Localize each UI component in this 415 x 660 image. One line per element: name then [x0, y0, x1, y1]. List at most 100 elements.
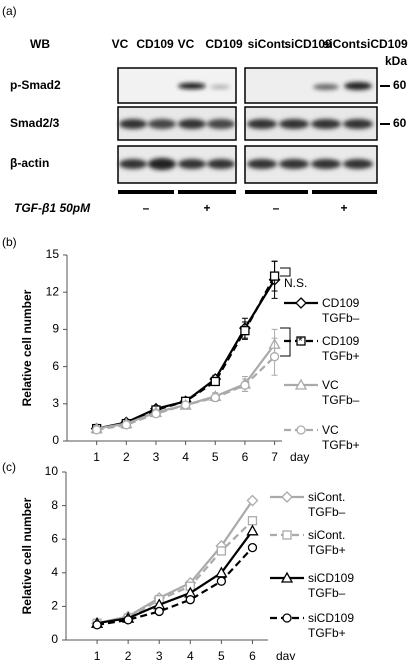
legend-marker	[282, 530, 292, 540]
marker	[247, 542, 258, 553]
size-label: 60	[393, 116, 407, 130]
annotation: *	[298, 334, 303, 348]
y-tick-label: 6	[52, 359, 59, 373]
lane-label: siCD109	[284, 37, 332, 51]
lane-label: siCont.	[323, 37, 364, 51]
y-axis-label: Relative cell number	[20, 289, 34, 406]
series-line	[96, 355, 276, 431]
marker	[269, 352, 280, 362]
blot-images	[117, 67, 378, 184]
row-label: Smad2/3	[10, 116, 60, 130]
row-label: p-Smad2	[10, 78, 61, 92]
treatment-level: +	[340, 201, 347, 215]
group-bar	[245, 190, 308, 194]
legend-marker	[282, 613, 292, 623]
marker	[92, 425, 102, 435]
treatment-level: –	[143, 201, 150, 215]
panel-label: (b)	[2, 235, 17, 249]
legend-label: CD109 TGFb+	[322, 334, 360, 363]
marker	[269, 271, 280, 281]
y-tick-label: 6	[51, 531, 58, 545]
bands	[119, 82, 373, 170]
lane-label: siCont.	[248, 37, 289, 51]
x-tick-label: 1	[94, 649, 101, 660]
marker	[246, 524, 259, 536]
lane-label: VC	[178, 37, 195, 51]
marker	[246, 494, 259, 507]
x-tick-label: 5	[212, 450, 219, 464]
annotation: N.S.	[284, 276, 307, 290]
legend-label: CD109 TGFb–	[322, 296, 360, 325]
x-axis-label: day	[290, 450, 309, 464]
y-tick-label: 8	[51, 498, 58, 512]
legend-label: VC TGFb–	[322, 378, 360, 407]
y-tick-label: 0	[52, 433, 59, 447]
y-tick-label: 4	[51, 565, 58, 579]
y-tick-label: 2	[51, 599, 58, 613]
legend-marker	[294, 378, 308, 390]
blot-panel: (a) WB VC CD109 VC CD109 siCont. siCD109…	[2, 4, 408, 215]
marker	[240, 325, 250, 336]
marker	[121, 420, 131, 430]
y-tick-label: 10	[45, 464, 59, 478]
legend-label: siCD109 TGFb+	[308, 611, 355, 640]
x-tick-label: 3	[156, 649, 163, 660]
marker	[210, 392, 220, 403]
y-tick-label: 15	[46, 247, 60, 261]
series-line	[96, 530, 254, 625]
x-tick-label: 2	[125, 649, 132, 660]
x-tick-label: 7	[271, 450, 278, 464]
x-tick-label: 2	[123, 450, 130, 464]
x-tick-label: 3	[153, 450, 160, 464]
y-tick-label: 12	[46, 284, 60, 298]
marker	[180, 400, 191, 410]
treatment-level: –	[273, 201, 280, 215]
marker	[210, 376, 220, 387]
unit: kDa	[385, 54, 407, 68]
legend-marker	[296, 425, 306, 435]
treatment-label: TGF-β1 50pM	[14, 201, 91, 215]
legend-label: siCont. TGFb–	[308, 490, 346, 519]
marker	[185, 595, 195, 605]
marker	[216, 576, 227, 586]
panel-label: (c)	[2, 460, 16, 474]
series-line	[96, 499, 254, 625]
x-tick-label: 5	[218, 649, 225, 660]
panel-label: (a)	[2, 4, 17, 18]
x-axis-label: day	[276, 649, 295, 660]
y-axis-label: Relative cell number	[20, 497, 34, 614]
legend-label: VC TGFb+	[322, 423, 360, 452]
marker	[247, 516, 258, 526]
marker	[92, 620, 102, 630]
group-bar	[312, 190, 377, 194]
legend-marker	[295, 297, 307, 309]
x-tick-label: 4	[187, 649, 194, 660]
x-tick-label: 6	[249, 649, 256, 660]
marker	[154, 606, 164, 617]
group-bar	[178, 190, 236, 194]
treatment-level: +	[203, 201, 210, 215]
x-tick-label: 1	[93, 450, 100, 464]
legend-label: siCD109 TGFb–	[308, 571, 355, 600]
row-label: β-actin	[10, 156, 49, 170]
lane-label: CD109	[136, 37, 174, 51]
marker	[123, 615, 133, 625]
bracket	[280, 267, 291, 277]
x-tick-label: 6	[242, 450, 249, 464]
marker	[151, 409, 161, 419]
y-tick-label: 0	[51, 632, 58, 646]
y-tick-label: 3	[52, 396, 59, 410]
lane-label: VC	[112, 37, 129, 51]
legend-label: siCont. TGFb+	[308, 528, 346, 557]
legend-marker	[281, 491, 293, 503]
x-tick-label: 4	[182, 450, 189, 464]
legend-marker	[280, 571, 294, 583]
series-line	[96, 546, 254, 626]
marker	[240, 380, 250, 390]
group-bar	[118, 190, 174, 194]
lane-label: CD109	[205, 37, 243, 51]
legend-marker	[296, 336, 306, 346]
size-label: 60	[393, 78, 407, 92]
